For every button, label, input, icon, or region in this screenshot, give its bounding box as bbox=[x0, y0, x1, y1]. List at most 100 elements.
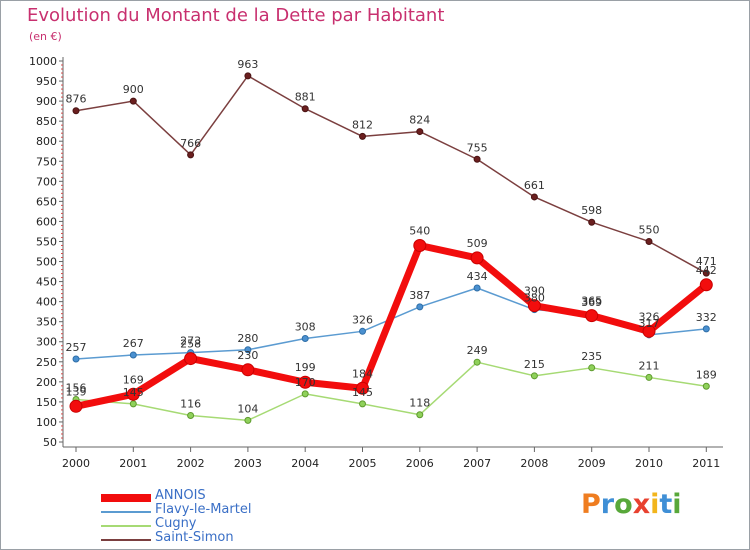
x-tick-label: 2009 bbox=[578, 457, 606, 470]
y-tick-label: 450 bbox=[36, 276, 57, 289]
data-point-annois bbox=[184, 352, 198, 366]
data-point-saint-simon bbox=[301, 105, 309, 113]
legend-swatch bbox=[101, 511, 151, 513]
data-point-cugny bbox=[645, 373, 653, 381]
data-label-saint-simon: 766 bbox=[180, 137, 201, 150]
y-tick-label: 150 bbox=[36, 396, 57, 409]
data-label-annois: 442 bbox=[696, 264, 717, 277]
data-label-cugny: 211 bbox=[639, 359, 660, 372]
data-label-cugny: 215 bbox=[524, 358, 545, 371]
data-label-saint-simon: 824 bbox=[409, 114, 430, 127]
data-point-cugny bbox=[187, 412, 195, 420]
proxiti-logo: Proxiti bbox=[581, 489, 682, 520]
data-point-annois bbox=[413, 238, 427, 252]
legend-label: Flavy-le-Martel bbox=[155, 502, 252, 517]
data-point-saint-simon bbox=[588, 218, 596, 226]
data-point-flavy-le-martel bbox=[301, 335, 309, 343]
data-label-annois: 365 bbox=[581, 295, 602, 308]
data-labels: 139 169 258 230 199 184 540 509 390 365 326 442 257 2… bbox=[66, 58, 717, 416]
data-label-flavy-le-martel: 317 bbox=[639, 317, 660, 330]
legend-swatch bbox=[101, 525, 151, 527]
legend-swatch bbox=[101, 539, 151, 541]
data-label-saint-simon: 963 bbox=[237, 58, 258, 71]
data-point-cugny bbox=[588, 364, 596, 372]
y-tick-label: 50 bbox=[43, 436, 57, 449]
data-point-saint-simon bbox=[530, 193, 538, 201]
x-tick-label: 2007 bbox=[463, 457, 491, 470]
data-point-saint-simon bbox=[473, 155, 481, 163]
chart-title: Evolution du Montant de la Dette par Hab… bbox=[27, 5, 445, 26]
series-layer bbox=[69, 72, 713, 424]
data-point-saint-simon bbox=[359, 132, 366, 140]
data-point-saint-simon bbox=[187, 151, 195, 159]
y-tick-label: 600 bbox=[36, 215, 57, 228]
data-label-cugny: 170 bbox=[295, 376, 316, 389]
data-label-saint-simon: 881 bbox=[295, 91, 316, 104]
y-tick-label: 900 bbox=[36, 95, 57, 108]
data-point-flavy-le-martel bbox=[702, 325, 710, 333]
data-label-cugny: 249 bbox=[467, 344, 488, 357]
y-tick-label: 800 bbox=[36, 135, 57, 148]
data-point-cugny bbox=[129, 400, 137, 408]
data-label-flavy-le-martel: 273 bbox=[180, 335, 201, 348]
data-label-cugny: 118 bbox=[409, 397, 430, 410]
data-point-saint-simon bbox=[645, 237, 653, 245]
data-point-cugny bbox=[473, 358, 481, 366]
data-label-saint-simon: 550 bbox=[639, 223, 660, 236]
data-point-annois bbox=[241, 363, 255, 377]
data-label-flavy-le-martel: 326 bbox=[352, 313, 373, 326]
data-label-cugny: 116 bbox=[180, 398, 201, 411]
data-label-annois: 390 bbox=[524, 285, 545, 298]
legend-label: Saint-Simon bbox=[155, 530, 234, 545]
y-tick-label: 100 bbox=[36, 416, 57, 429]
data-label-flavy-le-martel: 369 bbox=[581, 296, 602, 309]
data-point-flavy-le-martel bbox=[473, 284, 481, 292]
y-tick-label: 400 bbox=[36, 296, 57, 309]
data-label-flavy-le-martel: 387 bbox=[409, 289, 430, 302]
data-label-cugny: 189 bbox=[696, 368, 717, 381]
data-point-annois bbox=[126, 387, 140, 401]
logo-letter: i bbox=[650, 489, 660, 520]
data-point-saint-simon bbox=[72, 107, 80, 115]
data-point-annois bbox=[298, 375, 312, 389]
x-tick-label: 2001 bbox=[119, 457, 147, 470]
data-label-saint-simon: 661 bbox=[524, 179, 545, 192]
data-label-cugny: 156 bbox=[66, 381, 87, 394]
axes: 50 100 150 200 250 300 350 400 450 500 550 600 650 70… bbox=[29, 55, 723, 470]
data-point-flavy-le-martel bbox=[129, 351, 137, 359]
data-label-annois: 258 bbox=[180, 338, 201, 351]
data-point-saint-simon bbox=[129, 97, 137, 105]
data-label-flavy-le-martel: 434 bbox=[467, 270, 488, 283]
data-label-saint-simon: 755 bbox=[467, 141, 488, 154]
data-point-annois bbox=[527, 299, 541, 313]
data-point-annois bbox=[69, 399, 83, 413]
legend-swatch bbox=[101, 494, 151, 502]
x-tick-label: 2003 bbox=[234, 457, 262, 470]
data-point-annois bbox=[470, 251, 484, 265]
series-line-cugny bbox=[75, 361, 708, 422]
data-label-saint-simon: 900 bbox=[123, 83, 144, 96]
data-label-saint-simon: 876 bbox=[66, 93, 87, 106]
data-label-flavy-le-martel: 308 bbox=[295, 321, 316, 334]
data-label-saint-simon: 471 bbox=[696, 255, 717, 268]
series-line-saint-simon bbox=[75, 75, 708, 274]
logo-letter: o bbox=[614, 489, 633, 520]
data-label-cugny: 104 bbox=[237, 402, 258, 415]
data-label-annois: 230 bbox=[237, 349, 258, 362]
data-label-annois: 169 bbox=[123, 373, 144, 386]
logo-letter: i bbox=[672, 489, 682, 520]
data-label-flavy-le-martel: 332 bbox=[696, 311, 717, 324]
y-tick-label: 300 bbox=[36, 336, 57, 349]
x-tick-label: 2010 bbox=[635, 457, 663, 470]
data-point-cugny bbox=[244, 416, 252, 424]
data-label-flavy-le-martel: 380 bbox=[524, 292, 545, 305]
legend-label: ANNOIS bbox=[155, 488, 206, 503]
data-point-saint-simon bbox=[244, 72, 252, 80]
data-point-annois bbox=[356, 381, 369, 395]
x-tick-label: 2005 bbox=[349, 457, 377, 470]
data-label-cugny: 145 bbox=[352, 386, 373, 399]
data-point-flavy-le-martel bbox=[244, 346, 252, 354]
data-label-cugny: 235 bbox=[581, 350, 602, 363]
